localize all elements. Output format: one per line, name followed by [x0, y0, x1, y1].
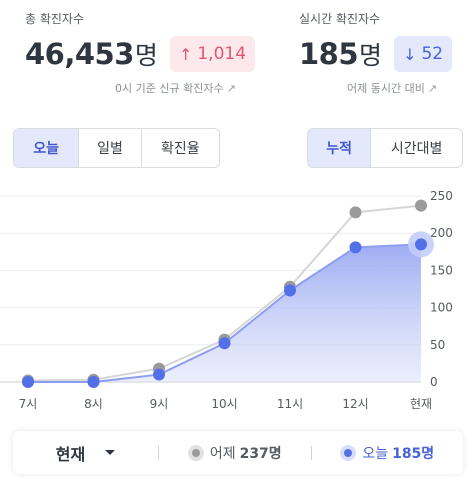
mode-tabs: 누적 시간대별	[307, 128, 463, 168]
total-cases-stat: 총 확진자수 46,453 명 ↑ 1,014	[25, 10, 256, 72]
arrow-down-icon: ↓	[403, 44, 417, 64]
arrow-up-icon: ↑	[178, 44, 193, 64]
yesterday-point	[415, 199, 427, 212]
today-point	[284, 284, 296, 297]
legend-yesterday-label: 어제	[209, 445, 236, 462]
y-tick-label: 150	[430, 263, 453, 277]
total-cases-delta-badge: ↑ 1,014	[169, 36, 256, 72]
time-select-label: 현재	[55, 444, 86, 464]
time-select[interactable]: 현재	[13, 441, 158, 465]
y-tick-label: 250	[430, 189, 453, 203]
total-cases-note[interactable]: 0시 기준 신규 확진자수 ↗	[115, 80, 236, 96]
external-link-icon: ↗	[226, 82, 236, 95]
y-tick-label: 200	[430, 226, 453, 240]
y-tick-label: 100	[430, 301, 453, 315]
yesterday-point	[349, 206, 362, 219]
total-cases-unit: 명	[134, 41, 158, 70]
cumulative-cases-chart: 0 50 100 150 200 250 7시 8시 9시 10시 11시 12시 현재	[0, 189, 453, 411]
x-tick-label: 11시	[277, 397, 303, 411]
x-tick-label: 10시	[211, 397, 237, 411]
x-tick-label: 현재	[410, 397, 432, 411]
x-tick-label: 12시	[342, 397, 368, 411]
total-cases-row: 46,453 명 ↑ 1,014	[25, 36, 256, 72]
legend-today-value: 185명	[392, 445, 435, 462]
gray-dot-icon	[187, 444, 204, 461]
tab-cumulative[interactable]: 누적	[308, 129, 372, 167]
tab-daily[interactable]: 일별	[79, 129, 142, 167]
tab-today[interactable]: 오늘	[14, 129, 80, 167]
realtime-cases-note[interactable]: 어제 동시간 대비 ↗	[347, 80, 437, 96]
divider	[158, 445, 159, 460]
realtime-cases-row: 185 명 ↓ 52	[299, 36, 453, 72]
today-point	[218, 337, 231, 350]
realtime-cases-unit: 명	[359, 41, 383, 70]
realtime-cases-delta-value: 52	[421, 44, 444, 64]
external-link-icon: ↗	[427, 82, 438, 95]
legend-bar: 현재 어제 237명 오늘 185명	[13, 431, 463, 474]
total-cases-label: 총 확진자수	[25, 12, 85, 26]
period-tabs: 오늘 일별 확진율	[13, 128, 220, 168]
today-point	[153, 368, 165, 381]
blue-dot-icon	[340, 444, 357, 461]
total-cases-note-text: 0시 기준 신규 확진자수	[115, 82, 224, 95]
x-tick-label: 7시	[19, 397, 38, 411]
tab-rate[interactable]: 확진율	[161, 141, 200, 157]
total-cases-value: 46,453	[25, 37, 134, 71]
legend-today: 오늘 185명	[312, 443, 464, 463]
realtime-cases-note-text: 어제 동시간 대비	[347, 82, 425, 95]
legend-yesterday: 어제 237명	[159, 443, 311, 463]
total-cases-delta-value: 1,014	[197, 44, 247, 64]
y-tick-label: 50	[430, 338, 445, 352]
y-tick-label: 0	[430, 375, 438, 389]
legend-today-label: 오늘	[362, 445, 389, 462]
legend-yesterday-value: 237명	[239, 445, 282, 462]
realtime-cases-stat: 실시간 확진자수 185 명 ↓ 52	[299, 10, 453, 72]
x-tick-label: 8시	[84, 397, 103, 411]
x-tick-label: 9시	[150, 397, 169, 411]
realtime-cases-label: 실시간 확진자수	[299, 12, 381, 26]
today-point	[22, 376, 34, 388]
today-point	[87, 376, 100, 388]
tab-hourly[interactable]: 시간대별	[390, 141, 443, 157]
realtime-cases-delta-badge: ↓ 52	[394, 36, 453, 72]
divider	[310, 445, 312, 460]
today-point	[415, 238, 427, 251]
caret-down-icon	[105, 450, 116, 455]
today-point	[349, 241, 362, 254]
realtime-cases-value: 185	[299, 37, 359, 71]
today-area	[28, 244, 421, 382]
